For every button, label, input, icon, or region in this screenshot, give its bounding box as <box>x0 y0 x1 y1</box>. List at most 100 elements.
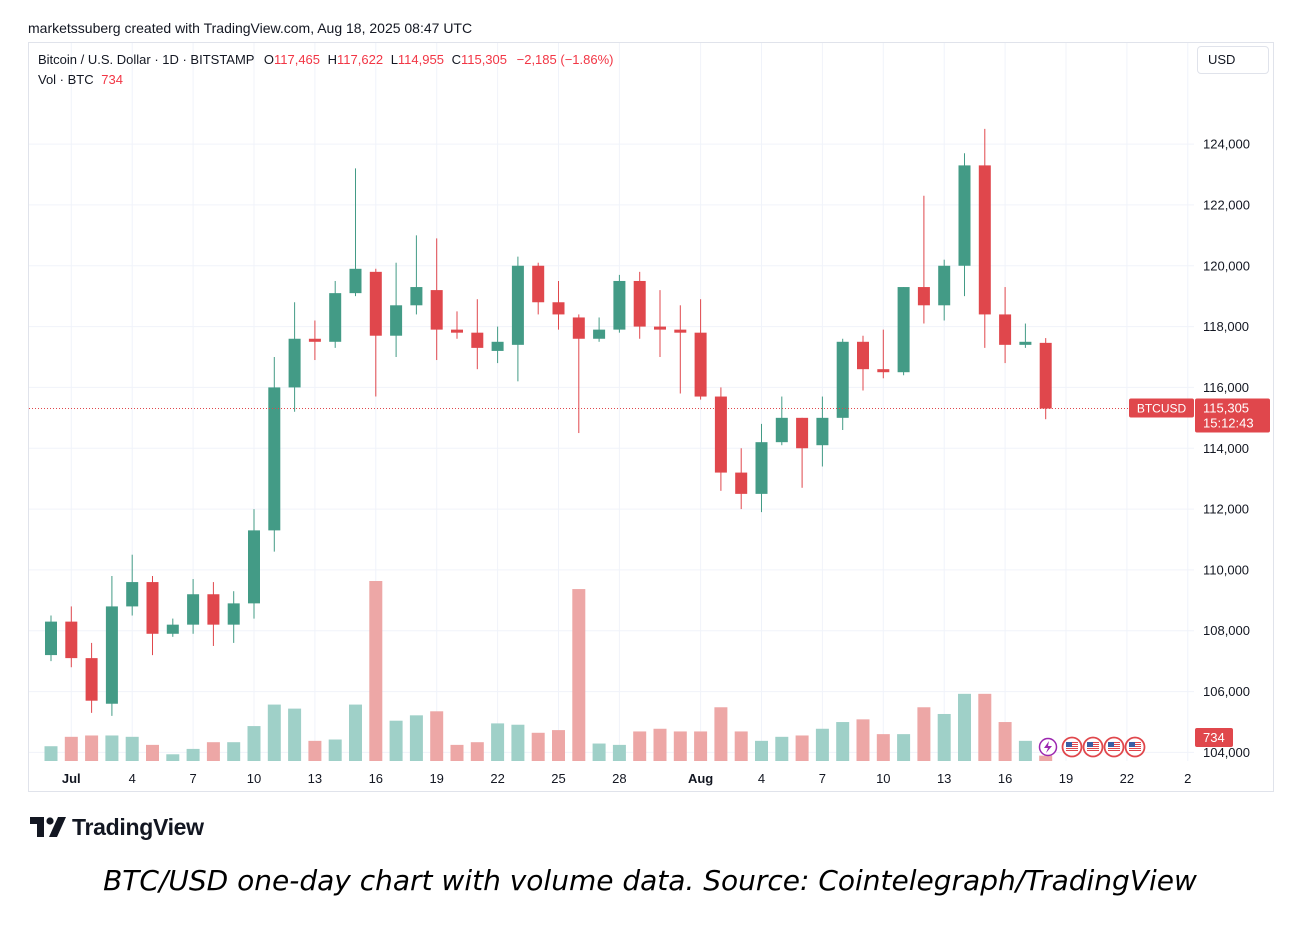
x-tick-label: 16 <box>998 771 1012 786</box>
candle <box>227 591 240 643</box>
candle-body <box>654 326 666 330</box>
candle <box>390 262 403 358</box>
candle-body <box>836 341 849 418</box>
volume-bar <box>856 719 870 761</box>
volume-bar <box>531 732 545 761</box>
candle <box>65 606 78 668</box>
volume-bar <box>612 744 626 761</box>
candle <box>349 168 362 297</box>
candle <box>572 314 585 434</box>
candle-body <box>877 369 890 373</box>
candle <box>857 335 869 391</box>
tradingview-logo[interactable]: TradingView <box>30 812 204 842</box>
flag-stripe <box>1087 750 1099 751</box>
price-tag-bg <box>1195 398 1270 433</box>
x-tick-label: 25 <box>551 771 565 786</box>
volume-bar <box>186 748 200 761</box>
candle-body <box>491 341 504 351</box>
low-label: L <box>390 52 398 67</box>
candle <box>187 579 200 634</box>
volume-bar <box>734 731 748 761</box>
candle <box>938 259 951 321</box>
volume-bar <box>552 730 565 761</box>
candle-body <box>65 621 78 659</box>
candlestick-chart[interactable]: 124,000 122,000 120,000 118,000 116,000 114,0… <box>29 43 1273 791</box>
candle <box>714 387 727 491</box>
volume-bar <box>44 746 58 761</box>
candle <box>146 575 159 656</box>
volume-bar <box>450 744 464 761</box>
candle <box>268 357 281 552</box>
x-tick-label: 4 <box>129 771 136 786</box>
candle <box>451 311 463 339</box>
volume-bar <box>653 728 667 761</box>
close-value: 115,305 <box>460 52 507 67</box>
volume-bar <box>572 589 586 761</box>
candle-body <box>511 265 524 345</box>
candle-body <box>369 271 382 336</box>
volume-bar <box>917 707 931 761</box>
candle-body <box>471 332 484 348</box>
y-tick-label: 114,000 <box>1203 441 1249 456</box>
open-label: O <box>263 52 274 67</box>
candle <box>1019 323 1032 348</box>
y-tick-label: 120,000 <box>1203 258 1250 273</box>
candle-body <box>248 530 260 604</box>
candle-body <box>430 290 443 330</box>
candle-body <box>146 582 159 634</box>
x-tick-label: 4 <box>758 771 765 786</box>
volume-bar <box>389 720 403 761</box>
volume-bar <box>349 704 362 761</box>
candle-body <box>410 287 423 306</box>
x-tick-label: 13 <box>937 771 951 786</box>
candle <box>694 299 707 400</box>
candle-body <box>917 287 930 306</box>
candle-body <box>1039 342 1052 409</box>
y-tick-label: 112,000 <box>1203 502 1249 517</box>
candle-body <box>714 396 727 473</box>
candle <box>1039 338 1052 420</box>
flag-canton <box>1108 742 1114 747</box>
candle <box>999 287 1012 364</box>
volume-tag-value: 734 <box>1203 730 1225 745</box>
candle <box>288 302 301 412</box>
candle <box>207 582 220 646</box>
volume-bar <box>64 736 78 761</box>
volume-bar <box>470 742 484 761</box>
price-change: −2,185 (−1.86%) <box>516 52 614 67</box>
candle-body <box>532 265 545 303</box>
volume-bar <box>85 735 99 761</box>
candle-body <box>288 338 301 388</box>
chart-frame: 124,000 122,000 120,000 118,000 116,000 114,0… <box>28 42 1274 792</box>
candle-body <box>857 341 869 370</box>
flag-stripe <box>1129 748 1141 749</box>
candle-body <box>45 621 57 656</box>
tradingview-logo-icon <box>30 817 66 837</box>
volume-bar <box>937 713 951 761</box>
volume-bar <box>227 742 241 761</box>
flag-stripe <box>1108 750 1120 751</box>
volume-bar <box>755 740 768 761</box>
candle-body <box>938 265 951 306</box>
candle-body <box>999 314 1012 345</box>
flag-stripe <box>1108 748 1120 749</box>
volume-bar <box>958 693 971 761</box>
figure-caption: BTC/USD one-day chart with volume data. … <box>103 864 1197 897</box>
symbol-description: Bitcoin / U.S. Dollar · 1D · BITSTAMP <box>38 52 255 67</box>
volume-bar <box>288 708 302 761</box>
candle <box>552 280 565 330</box>
candle <box>816 396 829 467</box>
x-tick-label: 22 <box>1120 771 1134 786</box>
candle <box>633 271 646 339</box>
candle <box>836 338 849 431</box>
volume-bar <box>897 734 911 761</box>
candle-body <box>775 417 788 443</box>
volume-bar <box>978 693 992 761</box>
volume-bar <box>105 735 119 761</box>
volume-bar <box>308 740 322 761</box>
lightning-bolt-shape <box>1044 741 1052 753</box>
volume-tag-bg <box>1195 728 1233 747</box>
tradingview-brand-text: TradingView <box>72 813 204 840</box>
currency-button[interactable]: USD <box>1197 46 1269 74</box>
candle-body <box>978 165 991 315</box>
